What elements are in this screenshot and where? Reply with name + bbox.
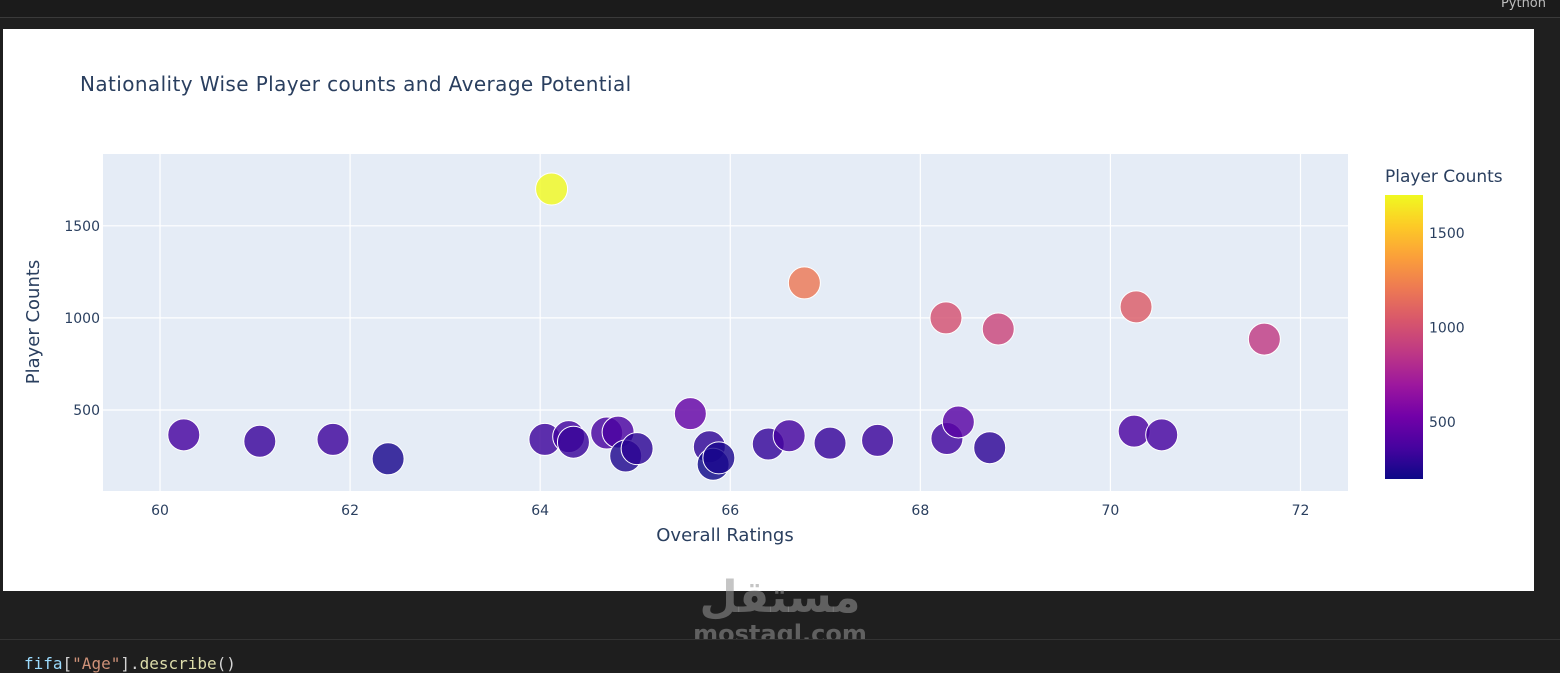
data-point[interactable]: [167, 418, 201, 452]
x-tick-label: 64: [531, 503, 549, 519]
code-bracket-close: ].: [120, 654, 140, 673]
colorbar: [1385, 195, 1423, 479]
data-point[interactable]: [973, 431, 1007, 465]
data-point[interactable]: [941, 405, 975, 439]
data-point[interactable]: [1247, 322, 1281, 356]
code-parens: (): [216, 654, 236, 673]
scatter-chart: Nationality Wise Player counts and Avera…: [23, 72, 1503, 546]
y-tick-label: 1000: [64, 311, 100, 327]
code-key: "Age": [72, 654, 121, 673]
code-cell[interactable]: fifa["Age"].describe(): [0, 639, 1560, 673]
y-axis-label: Player Counts: [23, 260, 44, 385]
data-point[interactable]: [772, 419, 806, 453]
editor-top-bar: Python: [0, 0, 1560, 18]
data-point[interactable]: [929, 301, 963, 335]
x-axis-label: Overall Ratings: [656, 525, 793, 546]
code-var: fifa: [24, 654, 63, 673]
data-point[interactable]: [861, 423, 895, 457]
data-point[interactable]: [243, 424, 277, 458]
data-point[interactable]: [702, 441, 736, 475]
y-tick-labels: 500 1000 1500: [64, 219, 100, 419]
code-fn: describe: [139, 654, 217, 673]
x-tick-label: 68: [911, 503, 929, 519]
x-tick-label: 70: [1101, 503, 1119, 519]
data-point[interactable]: [556, 425, 590, 459]
colorbar-title: Player Counts: [1385, 167, 1503, 187]
data-point[interactable]: [813, 426, 847, 460]
colorbar-tick-label: 1500: [1429, 226, 1465, 242]
y-tick-label: 500: [73, 403, 100, 419]
chart-output: Nationality Wise Player counts and Avera…: [3, 29, 1534, 591]
code-bracket-open: [: [62, 654, 73, 673]
x-tick-label: 60: [151, 503, 169, 519]
data-point[interactable]: [673, 397, 707, 431]
data-point[interactable]: [316, 422, 350, 456]
x-tick-label: 72: [1292, 503, 1310, 519]
colorbar-tick-label: 500: [1429, 415, 1456, 431]
code-line[interactable]: fifa["Age"].describe(): [24, 654, 236, 673]
watermark-arabic: مستقل: [699, 572, 861, 623]
y-tick-label: 1500: [64, 219, 100, 235]
language-label[interactable]: Python: [1500, 0, 1546, 11]
data-point[interactable]: [981, 312, 1015, 346]
data-point[interactable]: [371, 442, 405, 476]
data-point[interactable]: [1119, 290, 1153, 324]
chart-title: Nationality Wise Player counts and Avera…: [80, 72, 632, 96]
x-tick-label: 62: [341, 503, 359, 519]
data-points: [167, 172, 1281, 481]
data-point[interactable]: [620, 432, 654, 466]
x-tick-label: 66: [721, 503, 739, 519]
data-point[interactable]: [1117, 414, 1151, 448]
colorbar-tick-labels: 500 1000 1500: [1429, 226, 1465, 431]
x-tick-labels: 60 62 64 66 68 70 72: [151, 503, 1309, 519]
data-point[interactable]: [787, 266, 821, 300]
colorbar-tick-label: 1000: [1429, 321, 1465, 337]
data-point[interactable]: [1145, 418, 1179, 452]
data-point[interactable]: [535, 172, 569, 206]
